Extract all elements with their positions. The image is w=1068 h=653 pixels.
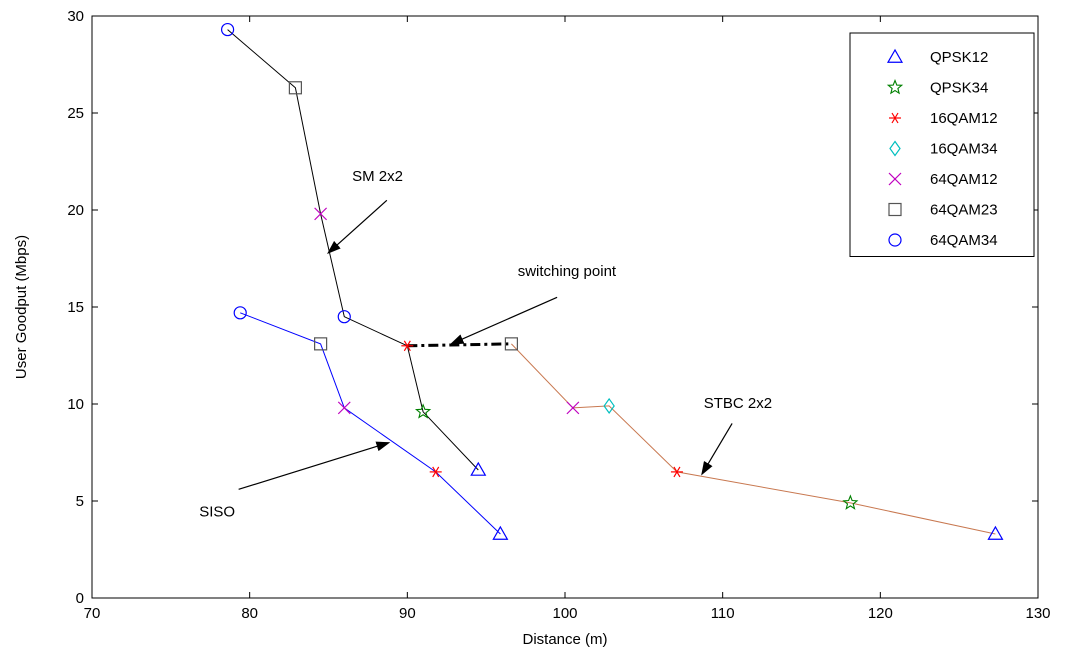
annotation-arrow	[327, 199, 388, 255]
y-tick-label: 0	[76, 590, 84, 607]
y-tick-label: 30	[67, 8, 84, 25]
legend-marker-triangle	[886, 48, 904, 63]
annotation-label: SM 2x2	[352, 168, 403, 185]
data-point-circle	[220, 22, 235, 37]
switching-line	[407, 342, 512, 348]
x-tick-label: 100	[552, 605, 577, 622]
data-point-circle	[337, 310, 351, 324]
series-markers	[220, 22, 1004, 540]
legend-marker-x	[888, 172, 902, 186]
x-tick-label: 110	[711, 605, 735, 622]
data-point-square	[288, 81, 302, 95]
data-point-x	[314, 207, 328, 221]
data-point-star	[414, 403, 432, 419]
annotation-label: SISO	[199, 504, 235, 521]
data-point-asterisk	[429, 466, 442, 478]
legend-marker-asterisk	[889, 112, 901, 124]
data-point-asterisk	[670, 466, 683, 478]
data-point-circle	[233, 306, 247, 320]
legend-item-label: 16QAM34	[930, 141, 998, 158]
y-tick-label: 25	[67, 105, 84, 122]
data-point-triangle	[492, 525, 509, 540]
legend-marker-diamond	[889, 140, 901, 157]
data-point-triangle	[987, 525, 1004, 540]
legend-item-label: QPSK12	[930, 49, 988, 66]
annotation-arrow	[701, 423, 733, 476]
data-point-square	[314, 337, 328, 351]
legend-item-label: 64QAM23	[930, 202, 998, 219]
y-tick-label: 15	[67, 299, 84, 316]
legend-item-label: 64QAM34	[930, 232, 998, 249]
legend-item-label: 16QAM12	[930, 110, 998, 127]
series-line-0	[227, 29, 479, 471]
legend-marker-circle	[888, 233, 902, 247]
data-point-triangle	[470, 461, 487, 476]
data-point-x	[337, 401, 351, 415]
data-point-asterisk	[401, 340, 414, 352]
x-tick-label: 80	[241, 605, 258, 622]
x-axis-label: Distance (m)	[522, 631, 607, 648]
legend-marker-square	[888, 202, 902, 217]
x-tick-label: 70	[84, 605, 101, 622]
annotation-arrow	[449, 296, 558, 345]
y-tick-label: 20	[67, 202, 84, 219]
x-tick-label: 120	[868, 605, 893, 622]
legend: QPSK12 QPSK34 16QAM12 16QAM34 64QAM12 64QAM23…	[849, 32, 1035, 257]
annotations: SM 2x2 switching point STBC 2x2 SISO	[199, 168, 772, 521]
annotation-label: STBC 2x2	[704, 395, 772, 412]
y-axis-label: User Goodput (Mbps)	[13, 235, 30, 379]
legend-marker-star	[886, 78, 904, 95]
series-line-2	[511, 343, 996, 535]
y-tick-label: 10	[67, 396, 84, 413]
x-tick-label: 90	[399, 605, 416, 622]
legend-box	[849, 32, 1035, 257]
data-point-square	[504, 337, 518, 351]
data-point-diamond	[603, 397, 615, 414]
axis-ticks: 70 80 90 100 110 120 130 0 5 10 15 20 25 30	[67, 8, 1050, 622]
data-point-x	[566, 401, 580, 415]
annotation-label: switching point	[518, 263, 617, 280]
y-tick-label: 5	[76, 493, 84, 510]
data-point-star	[842, 494, 859, 510]
legend-item-label: 64QAM12	[930, 171, 998, 188]
legend-item-label: QPSK34	[930, 80, 988, 97]
annotation-arrow	[238, 441, 391, 490]
x-tick-label: 130	[1025, 605, 1050, 622]
